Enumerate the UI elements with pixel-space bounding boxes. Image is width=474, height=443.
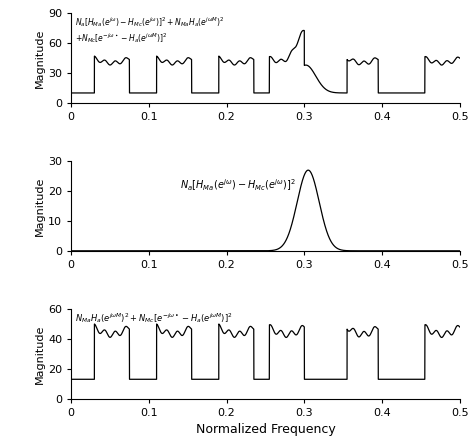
Text: $N_a[H_{Ma}(e^{j\omega}) - H_{Mc}(e^{j\omega})]^2 + N_{Ma}H_a(e^{j\omega M})^2$
: $N_a[H_{Ma}(e^{j\omega}) - H_{Mc}(e^{j\o… [75,15,224,45]
Y-axis label: Magnitude: Magnitude [35,324,45,384]
Y-axis label: Magnitude: Magnitude [35,176,45,236]
X-axis label: Normalized Frequency: Normalized Frequency [196,423,335,436]
Text: $N_a[H_{Ma}(e^{j\omega}) - H_{Mc}(e^{j\omega})]^2$: $N_a[H_{Ma}(e^{j\omega}) - H_{Mc}(e^{j\o… [180,177,296,193]
Y-axis label: Magnitude: Magnitude [35,28,45,88]
Text: $N_{Ma}H_a(e^{j\omega M})^2 + N_{Mc}[e^{-j\omega\bullet} - H_a(e^{j\omega M})]^2: $N_{Ma}H_a(e^{j\omega M})^2 + N_{Mc}[e^{… [75,311,233,325]
